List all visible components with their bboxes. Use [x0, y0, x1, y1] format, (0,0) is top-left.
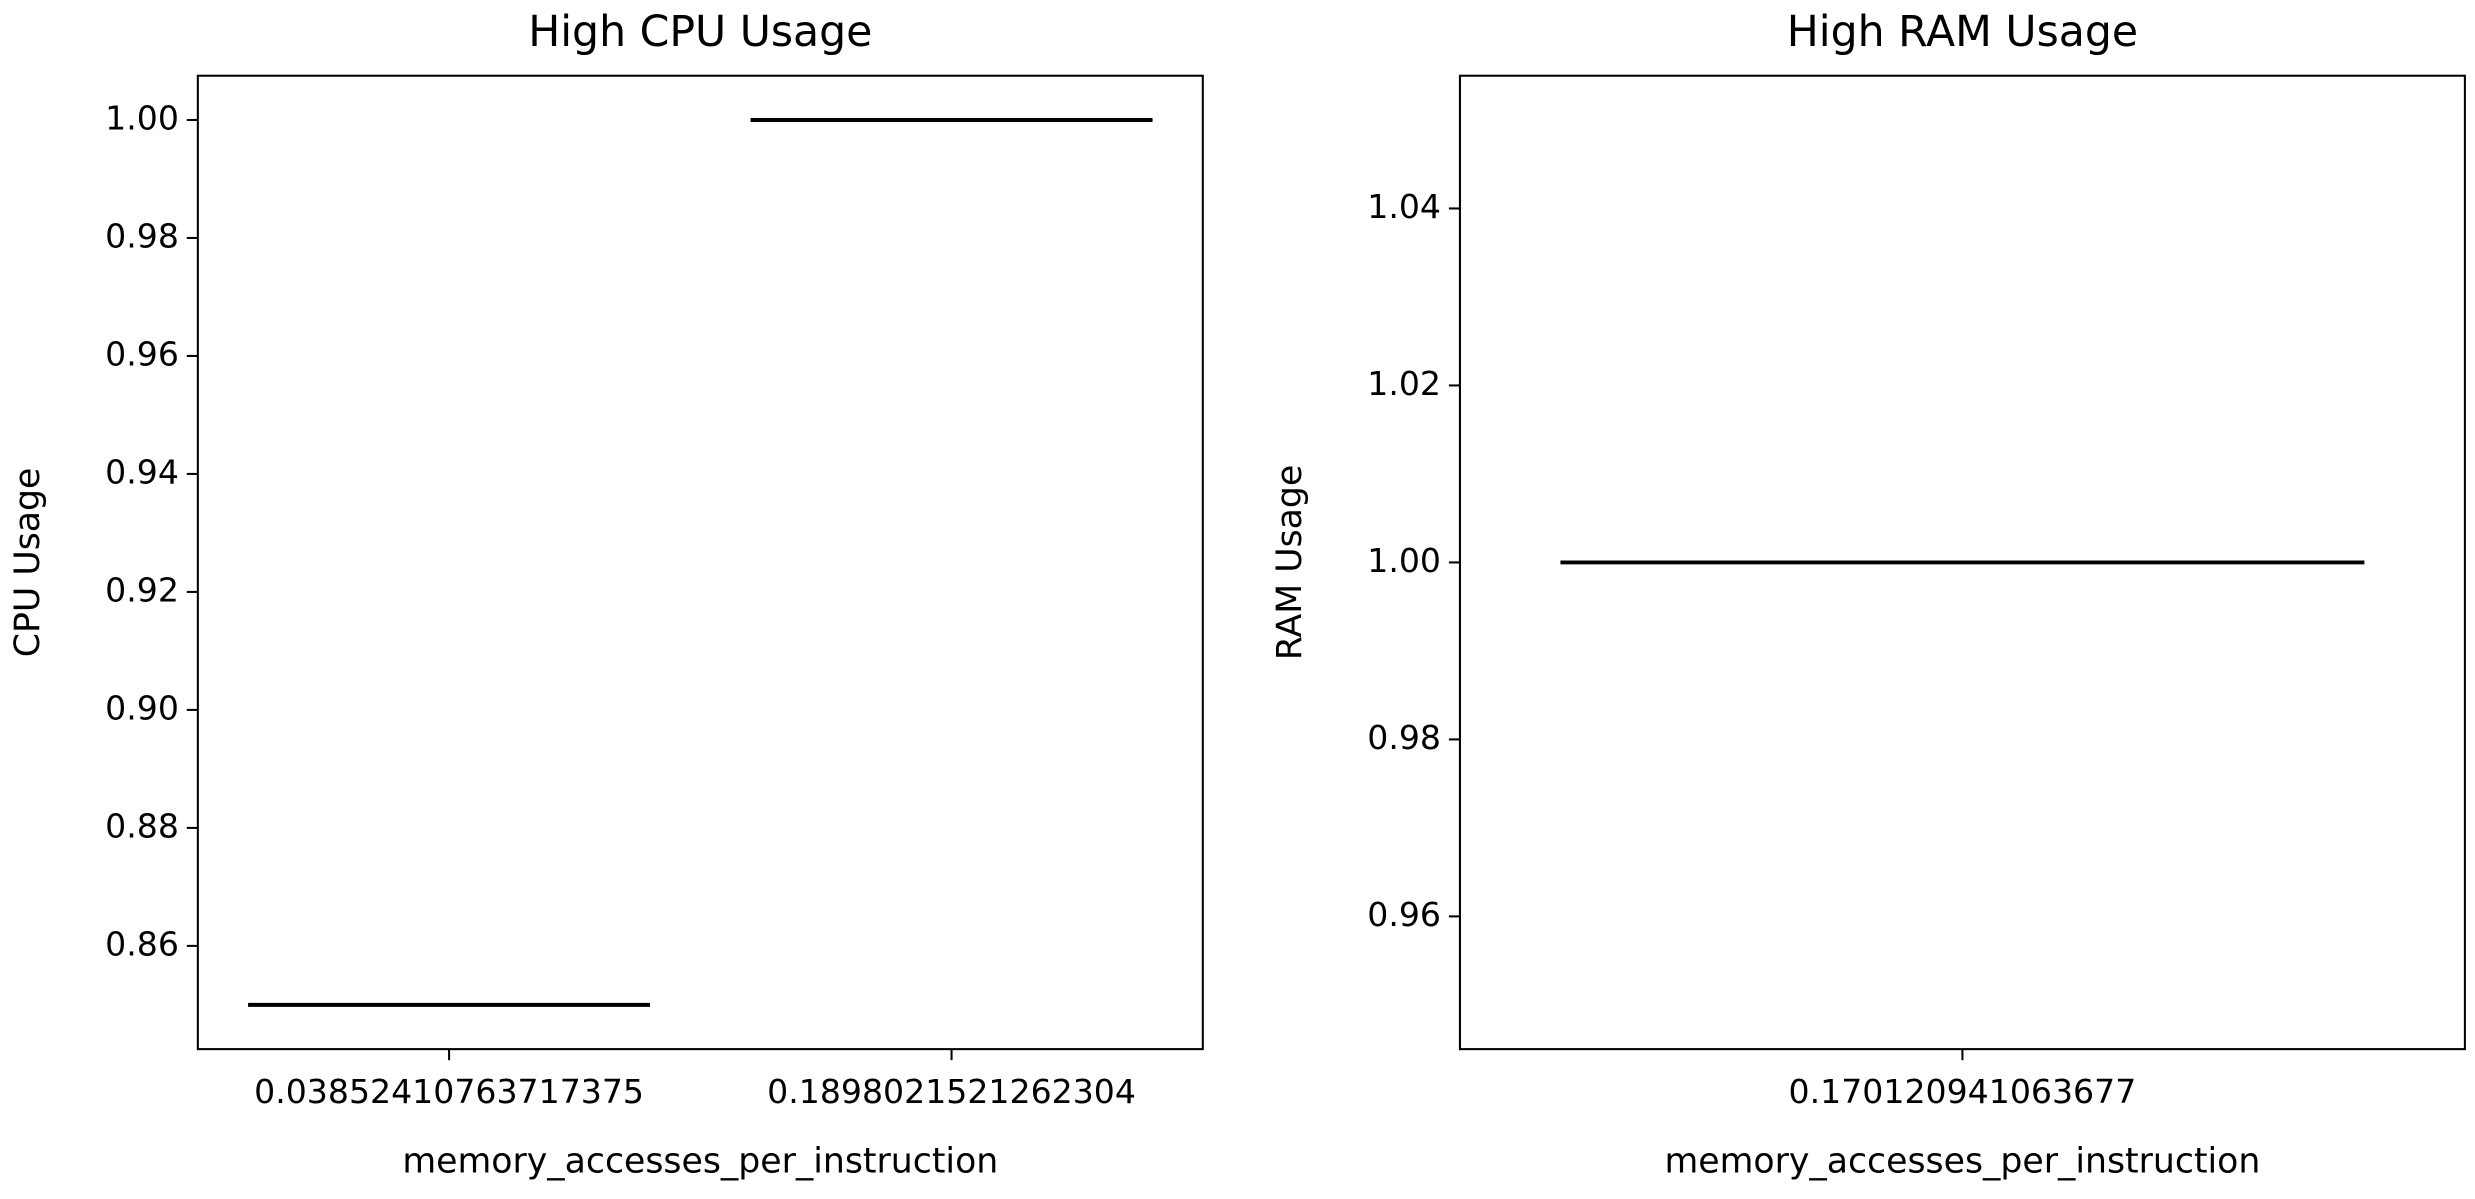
x-tick-label: 0.03852410763717375 [254, 1072, 644, 1111]
y-tick-label: 0.96 [105, 334, 179, 373]
y-tick-label: 1.00 [105, 98, 179, 137]
y-tick-label: 0.88 [105, 806, 179, 845]
plot-frame [196, 74, 1204, 1051]
x-axis-label: memory_accesses_per_instruction [402, 1142, 998, 1182]
x-tick-label: 0.1898021521262304 [767, 1072, 1136, 1111]
y-tick-label: 1.02 [1367, 364, 1441, 403]
y-tick-label: 0.90 [105, 688, 179, 727]
y-tick-label: 1.00 [1367, 541, 1441, 580]
x-tick-label: 0.170120941063677 [1789, 1072, 2137, 1111]
x-axis-label: memory_accesses_per_instruction [1664, 1142, 2260, 1182]
chart-title: High RAM Usage [1787, 7, 2138, 57]
y-tick-label: 0.94 [105, 452, 179, 491]
y-tick-label: 0.86 [105, 924, 179, 963]
y-tick-label: 1.04 [1367, 187, 1441, 226]
y-tick-label: 0.98 [105, 216, 179, 255]
y-tick-label: 0.96 [1367, 895, 1441, 934]
chart-title: High CPU Usage [528, 7, 872, 57]
y-axis-label: RAM Usage [1270, 465, 1310, 660]
y-axis-label: CPU Usage [8, 468, 48, 658]
y-tick-label: 0.92 [105, 570, 179, 609]
y-tick-label: 0.98 [1367, 718, 1441, 757]
